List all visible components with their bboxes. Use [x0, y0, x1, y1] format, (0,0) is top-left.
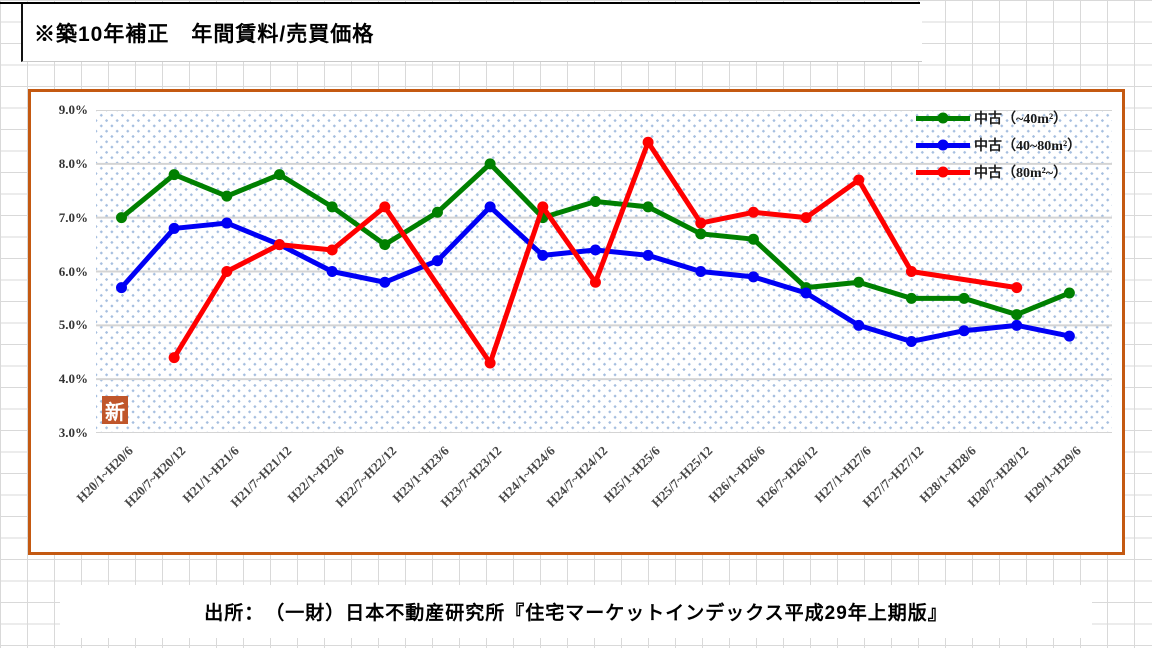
y-tick-label: 5.0% — [58, 317, 88, 333]
data-point-marker — [326, 244, 338, 256]
y-tick-label: 4.0% — [58, 371, 88, 387]
data-point-marker — [958, 292, 970, 304]
data-point-marker — [800, 287, 812, 299]
chart-canvas — [96, 110, 1112, 433]
data-point-marker — [379, 239, 391, 251]
data-point-marker — [589, 276, 601, 288]
data-point-marker — [221, 190, 233, 202]
data-point-marker — [642, 201, 654, 213]
legend-item: 中古（~40m²） — [916, 111, 1068, 127]
data-point-marker — [695, 266, 707, 277]
legend-item: 中古（80m²~） — [916, 165, 1068, 181]
data-point-marker — [168, 222, 180, 234]
y-tick-label: 9.0% — [58, 102, 88, 117]
new-stamp-icon: 新 — [102, 396, 128, 424]
data-point-marker — [379, 276, 391, 288]
data-point-marker — [1011, 282, 1023, 294]
y-tick-label: 3.0% — [58, 425, 88, 440]
data-point-marker — [273, 169, 285, 181]
y-tick-label: 7.0% — [58, 209, 88, 225]
legend-label: 中古（40~80m²） — [974, 139, 1082, 154]
source-text: 出所： （一財）日本不動産研究所『住宅マーケットインデックス平成29年上期版』 — [204, 603, 948, 624]
data-point-marker — [1011, 319, 1023, 331]
data-point-marker — [1063, 330, 1075, 342]
data-point-marker — [695, 228, 707, 240]
data-point-marker — [853, 174, 865, 186]
data-point-marker — [168, 352, 180, 364]
data-point-marker — [747, 271, 759, 283]
data-point-marker — [326, 266, 338, 277]
legend-label: 中古（80m²~） — [974, 166, 1068, 181]
data-point-marker — [1063, 287, 1075, 299]
y-tick-label: 8.0% — [58, 155, 88, 171]
title-cell-top-border — [0, 2, 920, 4]
data-point-marker — [379, 201, 391, 213]
data-point-marker — [905, 292, 917, 304]
title-cell: ※築10年補正 年間賃料/売買価格 — [21, 4, 922, 62]
data-point-marker — [273, 239, 285, 251]
data-point-marker — [958, 325, 970, 337]
legend-marker-icon — [937, 166, 949, 178]
data-point-marker — [800, 212, 812, 224]
legend-item: 中古（40~80m²） — [916, 138, 1082, 154]
data-point-marker — [484, 357, 496, 369]
data-point-marker — [905, 266, 917, 277]
data-point-marker — [1011, 309, 1023, 321]
data-point-marker — [484, 158, 496, 170]
legend-marker-icon — [937, 139, 949, 151]
data-point-marker — [853, 319, 865, 331]
legend-line-swatch — [916, 139, 970, 151]
y-tick-label: 6.0% — [58, 263, 88, 279]
data-point-marker — [695, 217, 707, 229]
data-point-marker — [642, 249, 654, 261]
data-point-marker — [431, 206, 443, 218]
data-point-marker — [537, 201, 549, 213]
data-point-marker — [326, 201, 338, 213]
data-point-marker — [168, 169, 180, 181]
data-point-marker — [589, 244, 601, 256]
data-point-marker — [905, 335, 917, 347]
legend-line-swatch — [916, 166, 970, 178]
data-point-marker — [116, 212, 127, 224]
data-point-marker — [221, 266, 233, 277]
data-point-marker — [484, 201, 496, 213]
data-point-marker — [747, 233, 759, 245]
data-point-marker — [537, 249, 549, 261]
legend-marker-icon — [937, 112, 949, 124]
data-point-marker — [747, 206, 759, 218]
legend-label: 中古（~40m²） — [974, 112, 1068, 127]
data-point-marker — [116, 282, 127, 294]
legend-line-swatch — [916, 112, 970, 124]
source-cell: 出所： （一財）日本不動産研究所『住宅マーケットインデックス平成29年上期版』 — [60, 585, 1092, 638]
data-point-marker — [431, 255, 443, 267]
data-point-marker — [221, 217, 233, 229]
data-point-marker — [642, 136, 654, 148]
data-point-marker — [853, 276, 865, 288]
data-point-marker — [589, 196, 601, 208]
page-title: ※築10年補正 年間賃料/売買価格 — [34, 22, 375, 46]
